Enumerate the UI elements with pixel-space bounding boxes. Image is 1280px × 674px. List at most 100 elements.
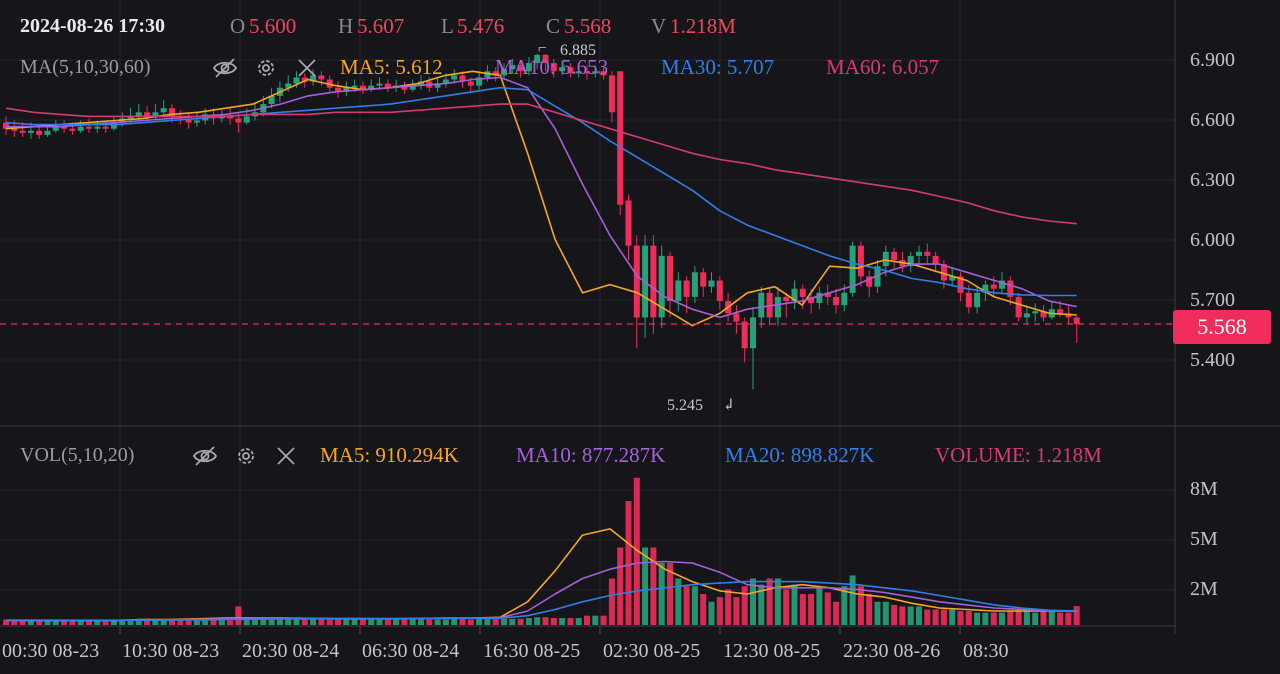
candle-body	[193, 120, 200, 123]
candle-body	[650, 245, 657, 318]
volume-bar	[584, 615, 590, 625]
volume-bar	[27, 620, 34, 625]
volume-bar	[135, 618, 142, 625]
volume-value: 1.218M	[670, 14, 736, 38]
candle-body	[94, 126, 101, 129]
volume-bar	[617, 547, 624, 625]
candle-body	[999, 280, 1005, 289]
volume-bar	[86, 620, 92, 625]
volume-bar	[185, 620, 192, 625]
volume-bar	[368, 619, 375, 625]
volume-bar	[11, 620, 18, 625]
eye-slash-icon[interactable]	[212, 55, 238, 81]
candle-body	[484, 71, 491, 78]
volume-bar	[999, 612, 1005, 625]
candle-body	[891, 251, 898, 260]
volume-bar	[351, 619, 358, 625]
candle-body	[791, 288, 798, 302]
ma60-legend: MA60: 6.057	[826, 55, 940, 79]
volume-bar	[799, 594, 806, 625]
volume-bar	[268, 617, 275, 625]
time-axis-label: 16:30 08-25	[483, 640, 581, 662]
candle-body	[525, 63, 532, 72]
candle-body	[135, 112, 142, 117]
volume-bar	[492, 618, 499, 625]
volume-bar	[119, 619, 126, 625]
volume-bar	[1057, 612, 1064, 625]
price-axis-label: 5.700	[1190, 289, 1235, 311]
volume-bar	[77, 620, 84, 625]
candle-body	[1073, 317, 1080, 324]
volume-bar	[550, 618, 557, 625]
candle-body	[733, 313, 740, 322]
candle-body	[758, 292, 765, 318]
volume-bar	[1048, 611, 1055, 625]
volume-bar	[791, 584, 798, 625]
ma10-legend: MA10: 5.653	[495, 55, 609, 79]
candle-body	[833, 296, 839, 306]
candle-body	[235, 118, 242, 123]
candle-body	[44, 130, 51, 135]
candle-body	[492, 71, 499, 76]
volume-bar	[542, 617, 549, 625]
candle-body	[127, 116, 134, 119]
close-icon[interactable]	[294, 55, 320, 81]
time-axis-label: 08:30	[963, 640, 1009, 662]
eye-slash-icon[interactable]	[192, 443, 218, 469]
volume-bar	[774, 578, 781, 625]
volume-bar	[658, 563, 665, 625]
close-icon[interactable]	[273, 443, 299, 469]
candle-body	[866, 276, 873, 287]
ma30-line	[5, 86, 1077, 297]
candle-body	[285, 83, 292, 88]
volume-bar	[434, 619, 441, 625]
current-price-tag: 5.568	[1173, 310, 1271, 344]
candle-body	[625, 200, 632, 246]
volume-legend: VOLUME: 1.218M	[935, 443, 1102, 467]
time-axis-label: 00:30 08-23	[2, 640, 100, 662]
candle-body	[1007, 280, 1014, 297]
candle-body	[567, 67, 574, 74]
candle-body	[368, 85, 375, 90]
volume-bar	[882, 601, 889, 625]
candle-body	[509, 65, 516, 70]
volume-bar	[335, 618, 341, 625]
volume-bar	[260, 617, 267, 625]
gear-icon[interactable]	[233, 443, 259, 469]
volume-bar	[650, 547, 657, 625]
volume-bar	[940, 609, 947, 625]
candle-body	[61, 126, 68, 129]
candle-body	[451, 75, 458, 80]
candle-body	[774, 296, 781, 318]
volume-bar	[899, 606, 906, 625]
volume-label: V	[651, 14, 667, 38]
candle-body	[907, 255, 914, 267]
time-axis-label: 02:30 08-25	[603, 640, 701, 662]
volume-bar	[243, 617, 250, 625]
gear-icon[interactable]	[253, 55, 279, 81]
candle-body	[675, 280, 682, 302]
volume-bar	[833, 601, 839, 625]
volume-bar	[52, 620, 59, 625]
high-value: 5.607	[357, 14, 405, 38]
close-value: 5.568	[564, 14, 612, 38]
candle-body	[592, 71, 599, 74]
candle-body	[882, 251, 889, 267]
candle-body	[409, 85, 416, 90]
candle-body	[849, 245, 856, 293]
volume-bar	[3, 619, 9, 625]
candle-body	[476, 77, 483, 86]
candle-body	[442, 79, 449, 84]
ma30-legend: MA30: 5.707	[661, 55, 775, 79]
volume-bar	[716, 597, 723, 625]
candle-body	[501, 69, 507, 76]
volume-bar	[19, 620, 26, 625]
volume-bar	[61, 620, 68, 625]
candle-body	[1057, 309, 1064, 314]
volume-bar	[741, 586, 748, 625]
candle-body	[550, 63, 557, 72]
volume-bar	[758, 584, 765, 625]
volume-axis-label: 2M	[1190, 578, 1218, 600]
time-axis-label: 12:30 08-25	[723, 640, 821, 662]
